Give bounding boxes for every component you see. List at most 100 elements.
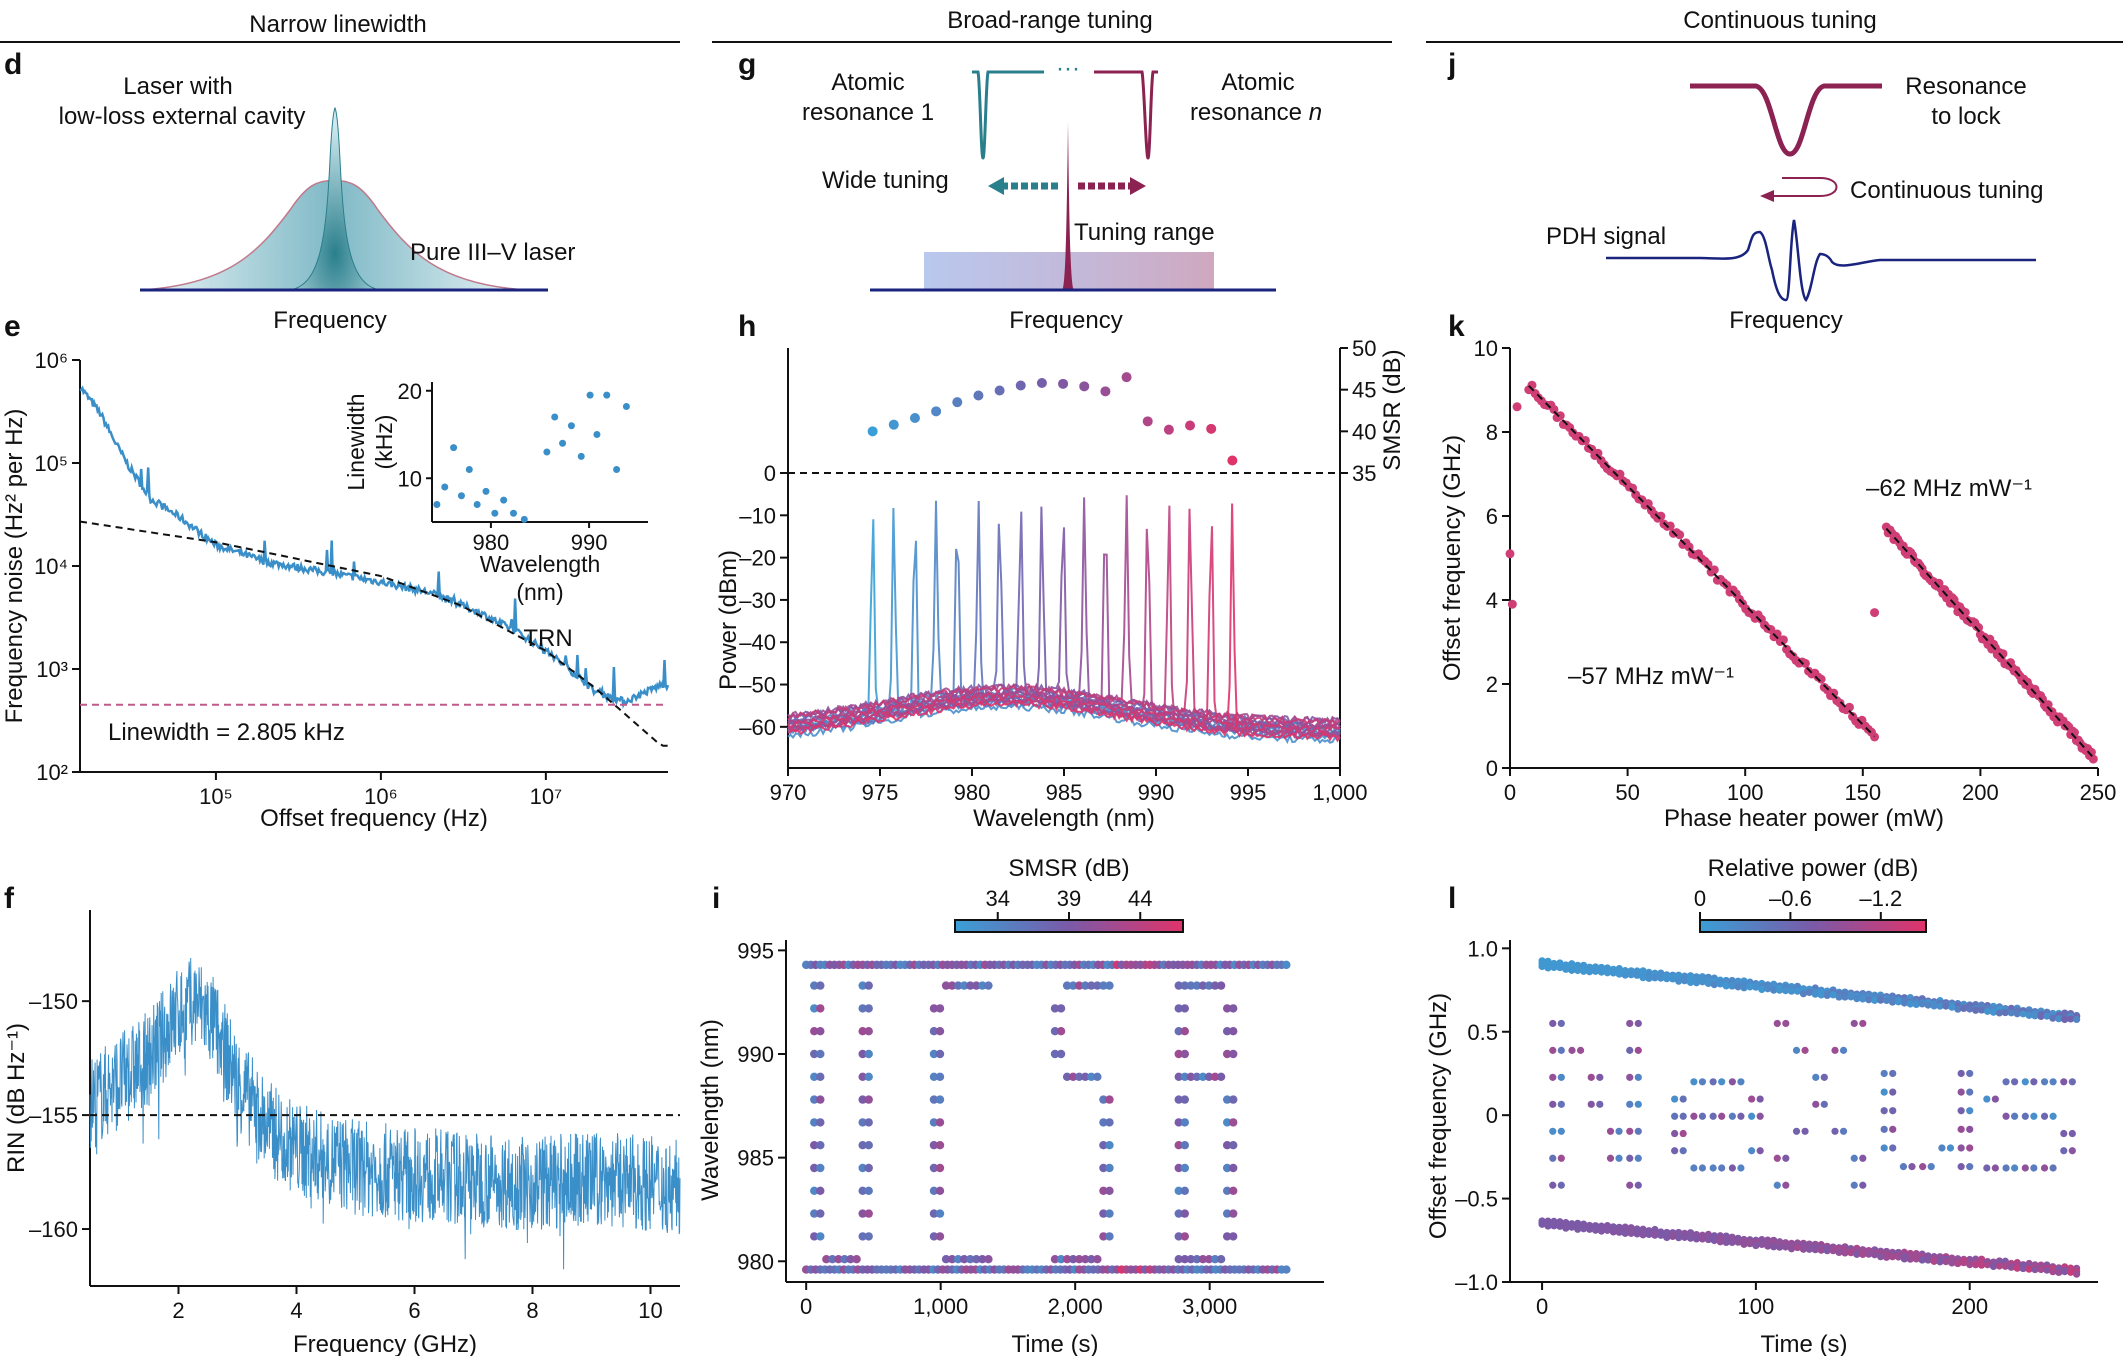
band-point <box>1591 1226 1600 1234</box>
heater-point <box>1974 623 1984 633</box>
band-point <box>2013 1010 2021 1018</box>
letter-point <box>1698 1112 1707 1120</box>
time-point <box>1229 1118 1238 1127</box>
inset-y-label: Linewidth <box>343 393 369 490</box>
time-point <box>1222 1118 1232 1127</box>
pdh-error-signal <box>1606 219 2036 303</box>
band-point <box>2037 1265 2045 1274</box>
band-point <box>1556 1222 1564 1230</box>
band-point <box>1633 971 1641 979</box>
time-point <box>816 1072 825 1082</box>
time-point <box>1174 1118 1183 1127</box>
time-point <box>978 1255 987 1264</box>
time-point <box>810 1004 819 1013</box>
time-point <box>1180 1255 1189 1264</box>
time-point <box>929 1141 939 1150</box>
letter-point <box>1927 1163 1935 1171</box>
band-point <box>1954 1259 1962 1268</box>
arrowhead-icon <box>1760 190 1774 202</box>
j-xlabel: Frequency <box>1729 307 1842 334</box>
band-point <box>2025 1265 2033 1273</box>
colorbar-label: SMSR (dB) <box>1008 855 1129 882</box>
y-tick-label: –0.5 <box>1455 1187 1498 1212</box>
letter-point <box>1820 1073 1828 1081</box>
heater-point <box>1709 565 1719 575</box>
band-point <box>1704 979 1712 988</box>
x-tick-label: 1,000 <box>1312 780 1367 805</box>
band-point <box>1633 1230 1641 1238</box>
letter-point <box>1634 1154 1642 1162</box>
band-point <box>1591 967 1600 975</box>
heater-point <box>1675 530 1685 540</box>
time-point <box>1222 1049 1232 1059</box>
letter-point <box>1946 1144 1955 1152</box>
y-tick-label: 0.5 <box>1467 1020 1498 1045</box>
time-point <box>935 1004 945 1013</box>
band-point <box>1770 1243 1778 1251</box>
band-point <box>2073 1270 2081 1278</box>
time-point <box>1222 1186 1232 1196</box>
band-point <box>1538 962 1546 971</box>
letter-point <box>1557 1154 1565 1162</box>
time-point <box>1068 981 1078 990</box>
letter-point <box>1889 1069 1897 1078</box>
letter-point <box>1908 1163 1916 1171</box>
band-point <box>1912 1255 1920 1263</box>
resonance-dots: ··· <box>1056 55 1080 82</box>
letter-point <box>1957 1144 1965 1152</box>
time-point <box>1186 981 1196 990</box>
time-point <box>935 1027 945 1036</box>
letter-point <box>1698 1078 1707 1086</box>
time-point <box>1210 981 1220 990</box>
letter-point <box>1737 1164 1745 1172</box>
band-point <box>1983 1007 1992 1015</box>
smsr-point <box>867 426 878 437</box>
letter-point <box>1728 1164 1736 1172</box>
time-point <box>858 1095 867 1104</box>
band-point <box>1900 999 1908 1007</box>
time-point <box>984 981 993 990</box>
time-point <box>1180 1141 1189 1150</box>
letter-point <box>1748 1112 1756 1120</box>
band-point <box>1538 1220 1546 1228</box>
time-point <box>864 1163 873 1173</box>
band-point <box>1936 1258 1944 1266</box>
letter-point <box>1919 1163 1927 1171</box>
band-point <box>1871 996 1879 1004</box>
time-point <box>935 1049 945 1059</box>
x-tick-label: 0 <box>800 1294 812 1319</box>
time-point <box>1180 981 1189 990</box>
band-point <box>1770 986 1778 994</box>
letter-point <box>1626 1154 1634 1162</box>
time-point <box>953 1255 963 1264</box>
band-point <box>1966 1005 1974 1013</box>
laser-peak <box>1062 122 1074 290</box>
time-point <box>1099 1232 1108 1241</box>
band-point <box>1924 1256 1932 1264</box>
time-point <box>935 1232 945 1241</box>
band-point <box>1936 1002 1944 1010</box>
inset-point <box>622 403 630 410</box>
letter-point <box>2002 1164 2010 1172</box>
band-point <box>1805 1245 1813 1253</box>
time-point <box>858 1027 867 1036</box>
inset-point <box>613 466 621 473</box>
inset-point <box>586 391 594 399</box>
time-point <box>816 1095 825 1104</box>
y-tick-label: 6 <box>1486 504 1498 529</box>
x-tick-label: 10⁶ <box>364 784 398 809</box>
band-point <box>1609 1228 1617 1236</box>
band-point <box>1906 1000 1914 1008</box>
band-point <box>1764 1242 1772 1250</box>
band-point <box>1776 1243 1784 1251</box>
time-point <box>1068 1072 1078 1082</box>
band-point <box>1722 1238 1730 1247</box>
time-point <box>816 1209 825 1218</box>
time-point <box>1222 1163 1232 1173</box>
time-point <box>816 1141 825 1150</box>
time-point <box>858 1049 867 1059</box>
time-point <box>941 981 951 990</box>
time-point <box>1105 1163 1114 1173</box>
inset-point <box>520 515 528 523</box>
heater-point <box>1844 702 1854 712</box>
